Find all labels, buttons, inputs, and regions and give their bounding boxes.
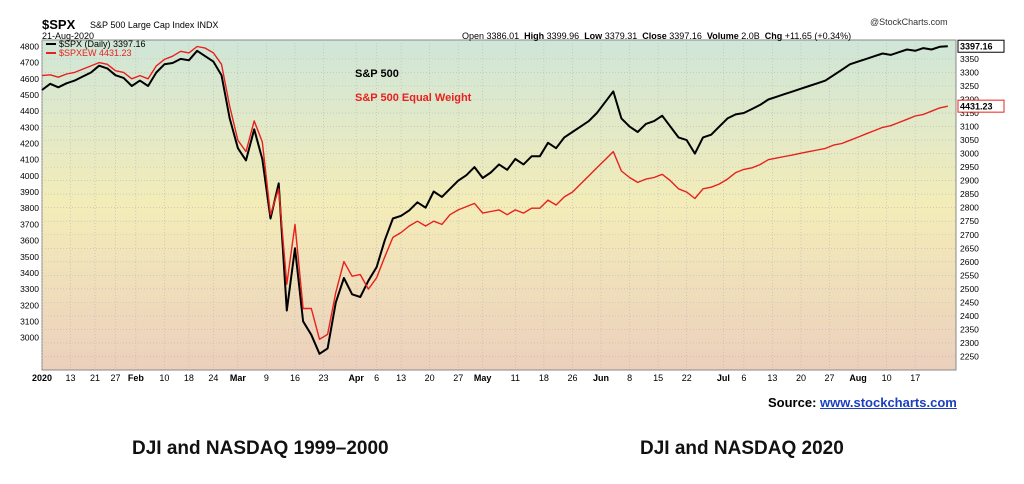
x-tick-label: 2020 (32, 373, 52, 383)
right-y-tick-label: 3200 (960, 95, 979, 105)
x-tick-label: 6 (741, 373, 746, 383)
right-y-tick-label: 3000 (960, 149, 979, 159)
right-y-tick-label: 3250 (960, 81, 979, 91)
caption-right: DJI and NASDAQ 2020 (640, 438, 844, 459)
plot-area (41, 39, 957, 371)
right-y-tick-label: 2750 (960, 216, 979, 226)
ohlc-readout: Open 3386.01 High 3399.96 Low 3379.31 Cl… (462, 31, 852, 41)
right-y-tick-label: 2500 (960, 284, 979, 294)
x-tick-label: 15 (653, 373, 663, 383)
left-y-tick-label: 4000 (20, 171, 39, 181)
x-tick-label: 13 (66, 373, 76, 383)
x-tick-label: 24 (208, 373, 218, 383)
left-y-tick-label: 3900 (20, 187, 39, 197)
x-tick-label: 9 (264, 373, 269, 383)
legend-entry: $SPXEW 4431.23 (59, 48, 132, 58)
right-y-tick-label: 2300 (960, 338, 979, 348)
x-tick-label: Aug (849, 373, 867, 383)
x-tick-label: Mar (230, 373, 247, 383)
right-y-tick-label: 2800 (960, 203, 979, 213)
annotation-spx: S&P 500 (355, 68, 399, 80)
series-line-spx (41, 45, 948, 355)
right-y-tick-label: 2550 (960, 270, 979, 280)
line-chart-svg: 2020 13 21 27 Feb 10 18 24 Mar 9 16 23 Apr 6 13 20 27 May… (20, 39, 1005, 383)
x-tick-label: 13 (767, 373, 777, 383)
source-link[interactable]: www.stockcharts.com (820, 395, 957, 410)
left-y-tick-label: 3600 (20, 236, 39, 246)
x-tick-label: Jun (593, 373, 609, 383)
x-tick-label: 8 (627, 373, 632, 383)
x-tick-label: 27 (825, 373, 835, 383)
x-tick-label: Apr (348, 373, 364, 383)
right-y-tick-label: 3150 (960, 108, 979, 118)
x-tick-label: 22 (682, 373, 692, 383)
left-y-tick-label: 3700 (20, 219, 39, 229)
left-y-tick-label: 4700 (20, 58, 39, 68)
left-y-tick-label: 4400 (20, 106, 39, 116)
x-tick-label: 26 (567, 373, 577, 383)
right-y-tick-label: 2350 (960, 324, 979, 334)
x-tick-label: 27 (453, 373, 463, 383)
left-y-tick-label: 4100 (20, 155, 39, 165)
left-y-tick-label: 4800 (20, 41, 39, 51)
left-y-tick-label: 4600 (20, 74, 39, 84)
chart-date: 21-Aug-2020 (42, 31, 95, 41)
right-y-tick-label: 2900 (960, 176, 979, 186)
x-tick-label: 16 (290, 373, 300, 383)
last-value-spx-box (957, 39, 1005, 53)
x-tick-label: 23 (319, 373, 329, 383)
symbol-name: S&P 500 Large Cap Index INDX (90, 20, 219, 30)
left-y-tick-label: 3000 (20, 333, 39, 343)
right-y-tick-label: 2700 (960, 230, 979, 240)
right-y-tick-label: 2450 (960, 297, 979, 307)
left-y-tick-label: 3100 (20, 316, 39, 326)
left-y-tick-label: 4500 (20, 90, 39, 100)
right-y-tick-label: 2400 (960, 311, 979, 321)
x-tick-label: 18 (539, 373, 549, 383)
right-y-tick-label: 2650 (960, 243, 979, 253)
left-y-tick-label: 3300 (20, 284, 39, 294)
right-y-tick-label: 2600 (960, 257, 979, 267)
last-value-spxew-box (957, 99, 1005, 113)
left-y-tick-label: 3400 (20, 268, 39, 278)
left-y-tick-label: 3500 (20, 252, 39, 262)
x-tick-label: 27 (110, 373, 120, 383)
x-tick-label: Feb (128, 373, 145, 383)
series-line-spxew (41, 45, 948, 340)
right-y-tick-label: 2850 (960, 189, 979, 199)
right-y-tick-label: 3350 (960, 54, 979, 64)
x-tick-label: 10 (159, 373, 169, 383)
right-y-tick-label: 2250 (960, 351, 979, 361)
right-y-tick-label: 2950 (960, 162, 979, 172)
x-tick-label: Jul (717, 373, 730, 383)
caption-left: DJI and NASDAQ 1999–2000 (132, 438, 389, 459)
legend-entry: $SPX (Daily) 3397.16 (59, 39, 146, 49)
right-y-tick-label: 3100 (960, 122, 979, 132)
chart: $SPX S&P 500 Large Cap Index INDX 21-Aug… (20, 17, 1005, 383)
x-tick-label: May (474, 373, 492, 383)
x-tick-label: 10 (882, 373, 892, 383)
symbol: $SPX (42, 17, 76, 32)
x-tick-label: 13 (396, 373, 406, 383)
x-tick-label: 20 (796, 373, 806, 383)
x-tick-label: 21 (90, 373, 100, 383)
left-y-tick-label: 3200 (20, 300, 39, 310)
x-tick-label: 6 (374, 373, 379, 383)
source-note: Source: www.stockcharts.com (768, 395, 957, 410)
x-tick-label: 20 (425, 373, 435, 383)
last-value-spx: 3397.16 (960, 42, 993, 52)
left-y-tick-label: 3800 (20, 203, 39, 213)
left-y-tick-label: 4300 (20, 122, 39, 132)
x-tick-label: 11 (511, 373, 520, 383)
x-tick-label: 17 (910, 373, 920, 383)
last-value-spxew: 4431.23 (960, 102, 993, 112)
x-tick-label: 18 (184, 373, 194, 383)
annotation-spxew: S&P 500 Equal Weight (355, 92, 472, 104)
right-y-tick-label: 3050 (960, 135, 979, 145)
stockcharts-credit: @StockCharts.com (870, 17, 948, 27)
right-y-tick-label: 3300 (960, 67, 979, 77)
left-y-tick-label: 4200 (20, 139, 39, 149)
